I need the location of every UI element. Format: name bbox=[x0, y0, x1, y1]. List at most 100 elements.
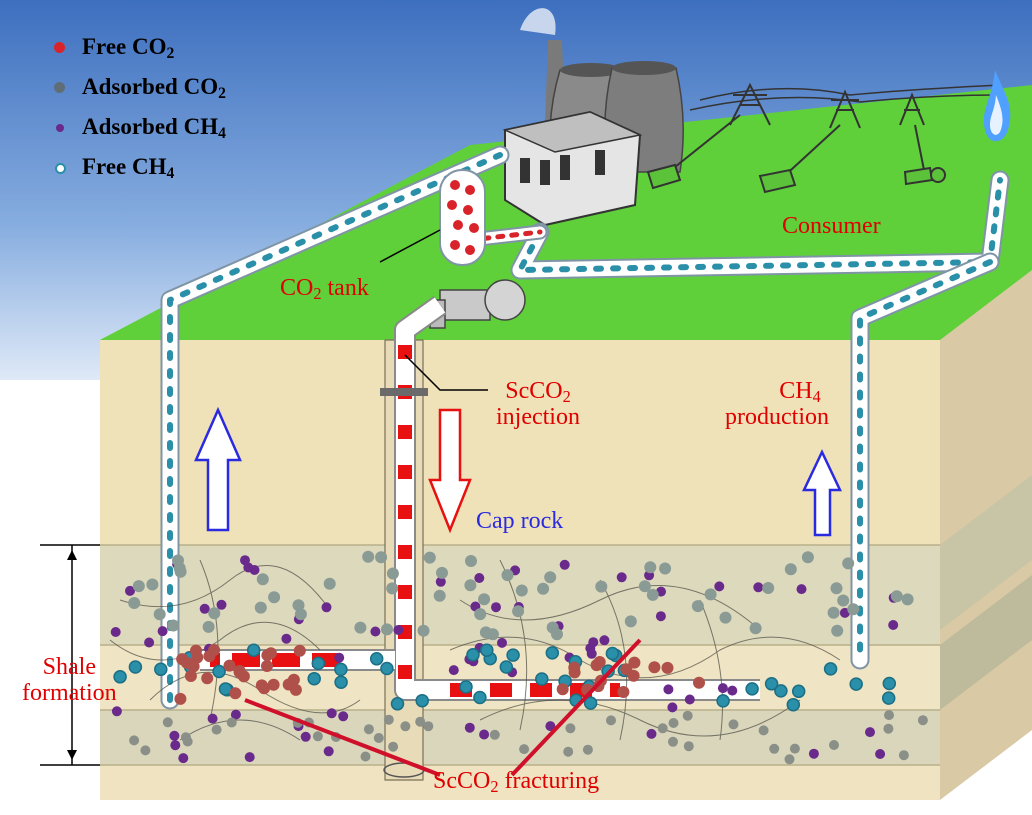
adsorbed-co2-molecule bbox=[563, 746, 574, 757]
adsorbed-co2-molecule bbox=[128, 597, 141, 609]
free-co2-molecule bbox=[201, 672, 214, 685]
adsorbed-co2-molecule bbox=[890, 590, 903, 603]
free-co2-molecule bbox=[568, 666, 581, 679]
free-ch4-molecule bbox=[128, 660, 143, 674]
free-co2-molecule bbox=[187, 660, 200, 673]
adsorbed-ch4-molecule bbox=[111, 706, 122, 717]
free-ch4-molecule bbox=[849, 677, 863, 691]
transmission-towers bbox=[689, 82, 1001, 129]
adsorbed-ch4-molecule bbox=[110, 627, 121, 637]
adsorbed-co2-molecule bbox=[829, 740, 839, 750]
adsorbed-co2-molecule bbox=[638, 580, 651, 593]
consumer-label: Consumer bbox=[782, 213, 881, 239]
adsorbed-ch4-molecule bbox=[888, 620, 899, 630]
scco2-fracturing-label: ScCO2 fracturing bbox=[433, 768, 600, 797]
surface-pipelines bbox=[160, 145, 1010, 710]
legend: Free CO2 Adsorbed CO2 Adsorbed CH4 Free … bbox=[52, 30, 226, 190]
adsorbed-co2-molecule bbox=[719, 611, 732, 624]
consumer-units bbox=[646, 114, 946, 194]
adsorbed-ch4-molecule bbox=[474, 573, 485, 583]
free-ch4-molecule bbox=[791, 684, 806, 699]
adsorbed-co2-molecule bbox=[489, 729, 500, 740]
adsorbed-ch4-molecule bbox=[559, 559, 570, 570]
adsorbed-co2-molecule bbox=[837, 594, 850, 607]
adsorbed-ch4-molecule bbox=[281, 633, 292, 644]
adsorbed-co2-molecule bbox=[657, 723, 668, 734]
adsorbed-co2-molecule bbox=[884, 710, 894, 721]
adsorbed-co2-molecule bbox=[515, 584, 528, 597]
free-co2-molecule bbox=[617, 686, 630, 698]
adsorbed-co2-molecule bbox=[464, 579, 477, 592]
adsorbed-co2-molecule bbox=[537, 582, 550, 595]
adsorbed-ch4-molecule bbox=[586, 648, 597, 659]
legend-label: Free bbox=[82, 154, 127, 179]
free-co2-molecule bbox=[176, 653, 189, 666]
adsorbed-co2-molecule bbox=[831, 624, 844, 637]
cap-rock-label: Cap rock bbox=[476, 508, 564, 534]
adsorbed-co2-molecule bbox=[423, 721, 434, 732]
adsorbed-co2-molecule bbox=[388, 741, 399, 752]
free-ch4-molecule bbox=[605, 646, 620, 661]
adsorbed-co2-molecule bbox=[174, 565, 187, 578]
adsorbed-ch4-molecule bbox=[616, 572, 627, 583]
free-co2-molecule bbox=[556, 683, 569, 696]
adsorbed-co2-molecule bbox=[595, 580, 608, 593]
adsorbed-co2-molecule bbox=[668, 736, 678, 747]
adsorbed-co2-molecule bbox=[901, 593, 914, 606]
adsorbed-co2-molecule bbox=[898, 750, 909, 761]
adsorbed-co2-molecule bbox=[433, 589, 446, 602]
adsorbed-co2-molecule bbox=[360, 751, 371, 762]
adsorbed-co2-molecule bbox=[363, 724, 374, 735]
adsorbed-ch4-molecule bbox=[865, 727, 875, 738]
adsorbed-ch4-molecule bbox=[655, 611, 666, 622]
adsorbed-ch4-molecule bbox=[497, 637, 507, 648]
adsorbed-co2-molecule bbox=[312, 731, 323, 742]
adsorbed-co2-molecule bbox=[728, 719, 739, 730]
adsorbed-co2-molecule bbox=[415, 716, 426, 727]
adsorbed-co2-molecule bbox=[789, 743, 800, 754]
adsorbed-ch4-molecule bbox=[240, 555, 250, 566]
adsorbed-ch4-molecule bbox=[667, 702, 678, 713]
adsorbed-ch4-molecule bbox=[144, 637, 155, 648]
free-ch4-molecule bbox=[764, 677, 779, 691]
adsorbed-ch4-molecule bbox=[448, 665, 459, 676]
free-co2-molecule bbox=[233, 666, 246, 679]
free-ch4-molecule bbox=[745, 682, 759, 696]
adsorbed-co2-molecule bbox=[256, 573, 269, 586]
adsorbed-co2-molecule bbox=[606, 715, 616, 726]
adsorbed-ch4-molecule bbox=[323, 746, 334, 757]
adsorbed-co2-molecule bbox=[386, 567, 399, 580]
adsorbed-ch4-molecule bbox=[808, 748, 819, 759]
adsorbed-ch4-molecule bbox=[479, 729, 490, 740]
free-ch4-molecule bbox=[415, 693, 429, 708]
adsorbed-co2-molecule bbox=[704, 588, 717, 601]
adsorbed-ch4-dot-icon bbox=[56, 124, 64, 132]
adsorbed-co2-molecule bbox=[323, 577, 336, 590]
free-co2-molecule bbox=[293, 644, 306, 657]
adsorbed-co2-molecule bbox=[354, 621, 367, 634]
free-ch4-molecule bbox=[716, 694, 730, 708]
free-co2-molecule bbox=[264, 647, 277, 660]
adsorbed-co2-molecule bbox=[519, 744, 530, 755]
free-ch4-molecule bbox=[545, 646, 560, 660]
free-co2-dot-icon bbox=[54, 42, 65, 53]
shale-formation-label: Shale formation bbox=[22, 654, 117, 707]
free-co2-molecule bbox=[267, 678, 280, 691]
adsorbed-ch4-molecule bbox=[714, 581, 725, 592]
adsorbed-co2-molecule bbox=[400, 721, 411, 732]
adsorbed-ch4-molecule bbox=[157, 626, 168, 637]
legend-adsorbed-co2: Adsorbed CO2 bbox=[52, 70, 226, 110]
adsorbed-ch4-molecule bbox=[545, 721, 556, 732]
adsorbed-co2-molecule bbox=[501, 569, 514, 582]
adsorbed-ch4-molecule bbox=[464, 722, 475, 733]
legend-label: Adsorbed bbox=[82, 74, 178, 99]
free-ch4-molecule bbox=[882, 676, 897, 691]
adsorbed-ch4-molecule bbox=[125, 585, 135, 596]
adsorbed-co2-molecule bbox=[624, 615, 637, 628]
adsorbed-ch4-molecule bbox=[435, 576, 446, 587]
free-ch4-molecule bbox=[535, 672, 549, 686]
legend-sub: 2 bbox=[166, 44, 175, 62]
free-co2-molecule bbox=[208, 644, 221, 656]
adsorbed-co2-molecule bbox=[383, 714, 394, 725]
free-co2-molecule bbox=[174, 692, 187, 705]
